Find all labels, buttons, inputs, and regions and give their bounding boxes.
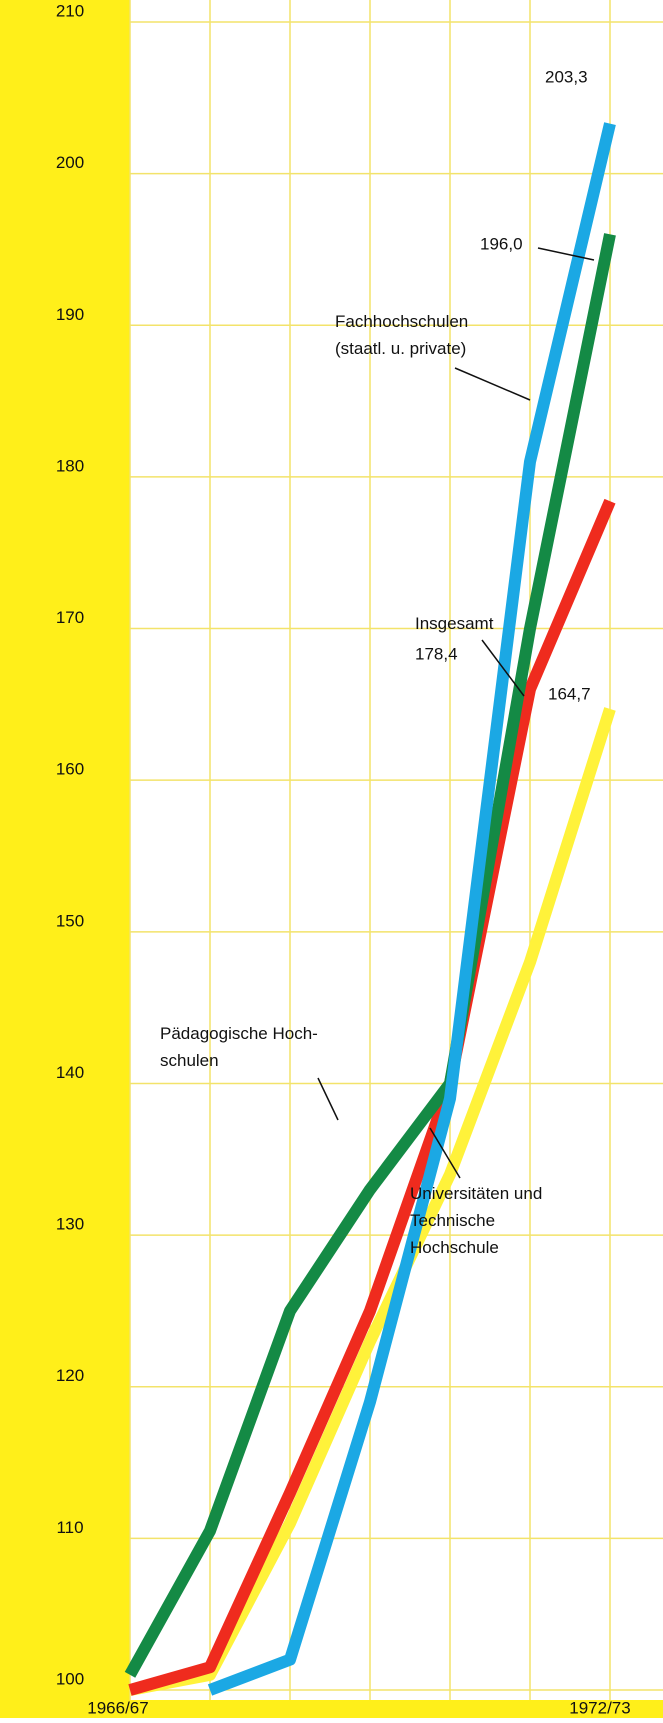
series-label: Insgesamt <box>415 614 494 633</box>
series-label-line: Insgesamt <box>415 614 494 633</box>
x-tick-label: 1972/73 <box>569 1698 630 1717</box>
series-label-line: Technische <box>410 1211 495 1230</box>
value-label: 178,4 <box>415 644 458 663</box>
y-tick-label: 180 <box>56 456 84 475</box>
leader-line <box>317 1077 339 1121</box>
axis-band <box>0 1700 663 1718</box>
series-label: Fachhochschulen (staatl. u. private) <box>335 312 468 358</box>
leader-line <box>537 247 595 261</box>
series-label-line: Hochschule <box>410 1238 499 1257</box>
leader-line <box>454 367 531 401</box>
y-tick-label: 100 <box>56 1669 84 1688</box>
y-tick-label: 170 <box>56 608 84 627</box>
series-label-line: Fachhochschulen <box>335 312 468 331</box>
x-tick-label: 1966/67 <box>87 1698 148 1717</box>
y-tick-label: 200 <box>56 153 84 172</box>
y-tick-label: 210 <box>56 1 84 20</box>
series-label: Pädagogische Hoch-schulen <box>160 1024 318 1070</box>
y-tick-label: 150 <box>56 911 84 930</box>
series-line <box>124 233 616 1678</box>
series-line <box>128 707 616 1696</box>
y-tick-label: 130 <box>56 1215 84 1234</box>
series-line <box>207 122 616 1696</box>
series-label-line: Universitäten und <box>410 1184 542 1203</box>
leader-line <box>481 639 525 697</box>
labels: 100 110 120 130 140 150 160 170 180 190 200 210 1966… <box>56 1 631 1717</box>
series-line <box>128 498 616 1696</box>
series-label-line: schulen <box>160 1051 219 1070</box>
grid <box>129 0 663 1700</box>
lines <box>124 122 616 1696</box>
y-tick-label: 190 <box>56 305 84 324</box>
axis-band <box>0 0 130 1718</box>
value-label: 164,7 <box>548 684 591 703</box>
series-label: Universitäten und Technische Hochschule <box>410 1184 542 1257</box>
value-label: 203,3 <box>545 67 588 86</box>
leader-line <box>429 1127 461 1179</box>
series-label-line: (staatl. u. private) <box>335 339 466 358</box>
y-tick-label: 120 <box>56 1366 84 1385</box>
series-label-line: Pädagogische Hoch- <box>160 1024 318 1043</box>
value-label: 196,0 <box>480 234 523 253</box>
y-tick-label: 160 <box>56 760 84 779</box>
y-tick-label: 110 <box>56 1518 83 1537</box>
y-tick-label: 140 <box>56 1063 84 1082</box>
